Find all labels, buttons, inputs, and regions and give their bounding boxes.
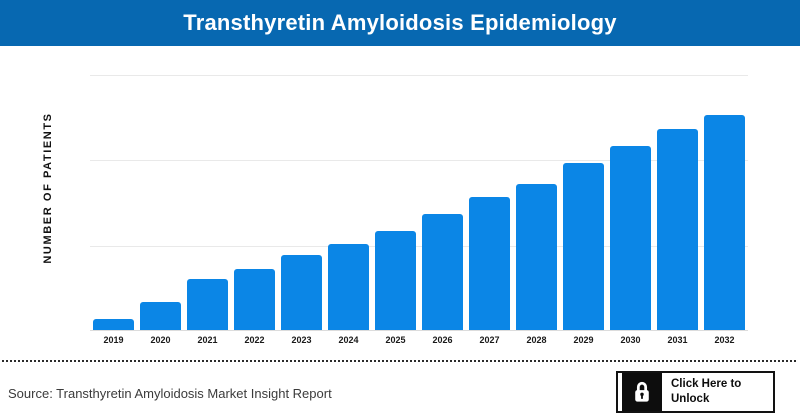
bar-slot — [466, 197, 513, 330]
x-tick-label: 2031 — [667, 335, 688, 345]
bar-slot — [701, 114, 748, 330]
bar-slot — [137, 302, 184, 330]
gridline — [90, 75, 748, 76]
bar-2021 — [187, 278, 228, 330]
x-tick-label: 2023 — [291, 335, 312, 345]
x-tick-label: 2032 — [714, 335, 735, 345]
unlock-button-label-line1: Click Here to — [671, 378, 742, 390]
x-tick-label: 2021 — [197, 335, 218, 345]
bar-slot — [419, 214, 466, 330]
bar-slot — [278, 255, 325, 330]
bar-slot — [325, 244, 372, 330]
unlock-button-label-line2: Unlock — [671, 393, 710, 405]
x-axis-line — [90, 330, 748, 331]
unlock-button[interactable]: Click Here to Unlock — [616, 371, 775, 413]
bar-slot — [90, 319, 137, 330]
bar-slot — [513, 183, 560, 330]
x-tick-label: 2029 — [573, 335, 594, 345]
gridline — [90, 160, 748, 161]
bar-2030 — [610, 146, 651, 330]
lock-icon — [622, 373, 662, 411]
bar-2031 — [657, 128, 698, 330]
source-text: Source: Transthyretin Amyloidosis Market… — [8, 386, 332, 401]
bar-slot — [231, 269, 278, 330]
gridline — [90, 246, 748, 247]
bar-2024 — [328, 244, 369, 330]
page-title: Transthyretin Amyloidosis Epidemiology — [183, 10, 617, 35]
title-banner: Transthyretin Amyloidosis Epidemiology — [0, 0, 800, 46]
bar-2022 — [234, 269, 275, 330]
bar-slot — [607, 146, 654, 330]
x-tick-label: 2028 — [526, 335, 547, 345]
bar-2025 — [375, 231, 416, 330]
bar-slot — [372, 231, 419, 330]
x-tick-label: 2026 — [432, 335, 453, 345]
x-tick-label: 2020 — [150, 335, 171, 345]
button-gap — [618, 373, 622, 411]
unlock-button-label: Click Here to Unlock — [662, 373, 773, 411]
bar-2026 — [422, 214, 463, 330]
x-tick-label: 2027 — [479, 335, 500, 345]
x-axis-labels: 2019 2020 2021 2022 2023 2024 2025 2026 2027 2028… — [90, 335, 748, 345]
bar-2023 — [281, 255, 322, 330]
bar-2019 — [93, 319, 134, 330]
bar-slot — [184, 278, 231, 330]
x-tick-label: 2022 — [244, 335, 265, 345]
x-tick-label: 2025 — [385, 335, 406, 345]
bar-chart — [90, 75, 748, 331]
x-tick-label: 2030 — [620, 335, 641, 345]
bar-2029 — [563, 162, 604, 330]
bar-slot — [560, 162, 607, 330]
bar-2020 — [140, 302, 181, 330]
bar-2028 — [516, 183, 557, 330]
x-tick-label: 2024 — [338, 335, 359, 345]
bar-slot — [654, 128, 701, 330]
x-tick-label: 2019 — [103, 335, 124, 345]
dotted-divider — [2, 360, 796, 362]
bar-2032 — [704, 114, 745, 330]
bar-2027 — [469, 197, 510, 330]
bars — [90, 75, 748, 330]
y-axis-label: NUMBER OF PATIENTS — [42, 112, 54, 264]
